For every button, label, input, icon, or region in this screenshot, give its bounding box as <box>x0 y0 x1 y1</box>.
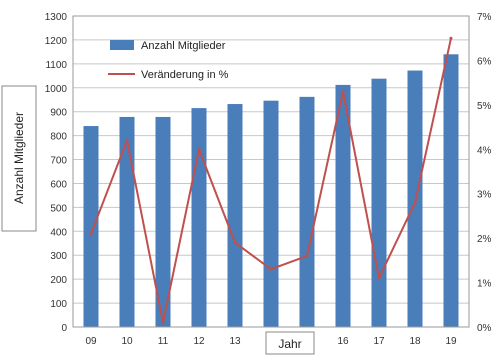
change-point-09 <box>89 232 93 236</box>
x-axis-title-box <box>265 331 315 355</box>
change-point-12 <box>197 147 201 151</box>
x-tick-label: 10 <box>121 336 133 347</box>
bar-15 <box>299 96 315 327</box>
bar-16 <box>335 84 351 327</box>
x-tick-label: 19 <box>445 336 457 347</box>
y-tick-label: 700 <box>50 156 67 167</box>
y2-tick-label: 1% <box>477 279 492 290</box>
y2-tick-label: 3% <box>477 190 492 201</box>
x-tick-label: 17 <box>373 336 385 347</box>
change-point-17 <box>377 276 381 280</box>
change-point-15 <box>305 254 309 258</box>
plot-border <box>72 15 470 328</box>
line-series <box>89 36 453 325</box>
bar-17 <box>371 78 387 327</box>
y2-tick-label: 4% <box>477 145 492 156</box>
change-point-14 <box>269 267 273 271</box>
y-tick-label: 800 <box>50 132 67 143</box>
legend: Anzahl Mitglieder Veränderung in % <box>108 40 229 81</box>
x-axis-title: Jahr <box>278 337 301 351</box>
y-tick-label: 100 <box>50 299 67 310</box>
bar-11 <box>155 116 171 327</box>
change-point-19 <box>449 36 453 40</box>
bar-14 <box>263 100 279 328</box>
axes: 0 100 200 300 400 500 600 700 800 900 1000 1100 1200… <box>45 12 492 347</box>
y2-tick-label: 6% <box>477 56 492 67</box>
bar-09 <box>83 126 99 328</box>
y-tick-label: 0 <box>61 323 67 334</box>
legend-label-line: Veränderung in % <box>141 69 229 81</box>
x-tick-label: 13 <box>229 336 241 347</box>
x-tick-label: 12 <box>193 336 205 347</box>
x-tick-label: 09 <box>85 336 97 347</box>
x-tick-label: 18 <box>409 336 421 347</box>
y-tick-label: 1000 <box>45 84 68 95</box>
y-tick-label: 200 <box>50 275 67 286</box>
change-point-10 <box>125 138 129 142</box>
bar-19 <box>443 54 459 328</box>
y-tick-label: 1200 <box>45 36 68 47</box>
y-tick-label: 400 <box>50 227 67 238</box>
change-point-13 <box>233 241 237 245</box>
y-tick-label: 500 <box>50 203 67 214</box>
y-tick-label: 600 <box>50 179 67 190</box>
y-tick-label: 1100 <box>45 60 67 71</box>
legend-swatch-bars <box>110 40 134 50</box>
x-tick-label: 11 <box>158 336 169 347</box>
bar-10 <box>119 116 135 327</box>
change-point-11 <box>161 321 165 325</box>
y-tick-label: 300 <box>50 251 67 262</box>
y2-tick-label: 7% <box>477 12 492 23</box>
y2-tick-label: 5% <box>477 101 492 112</box>
y-axis-title-box <box>1 85 37 232</box>
change-point-16 <box>341 90 345 94</box>
bar-12 <box>191 108 207 327</box>
bar-13 <box>227 104 243 327</box>
x-tick-label: 16 <box>337 336 349 347</box>
y-tick-label: 1300 <box>45 12 68 23</box>
y-tick-label: 900 <box>50 108 67 119</box>
y2-tick-label: 0% <box>477 323 492 334</box>
y2-tick-label: 2% <box>477 234 492 245</box>
bar-series <box>83 54 459 328</box>
y-axis-title: Anzahl Mitglieder <box>12 112 26 204</box>
legend-label-bars: Anzahl Mitglieder <box>141 40 226 52</box>
change-point-18 <box>413 201 417 205</box>
